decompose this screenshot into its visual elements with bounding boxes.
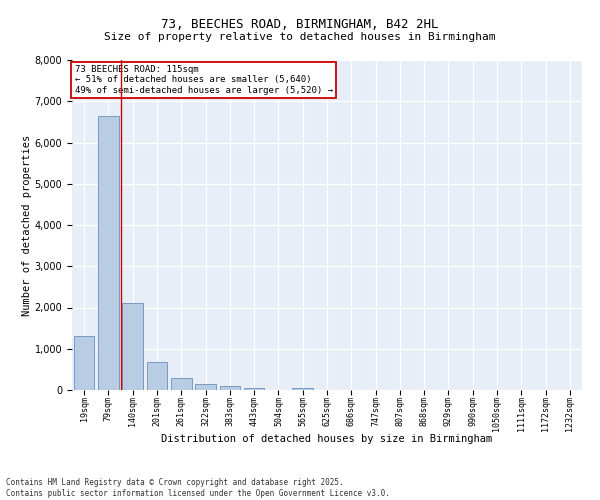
Text: 73 BEECHES ROAD: 115sqm
← 51% of detached houses are smaller (5,640)
49% of semi: 73 BEECHES ROAD: 115sqm ← 51% of detache… <box>74 65 332 95</box>
Bar <box>220 386 240 390</box>
Bar <box>195 384 216 390</box>
X-axis label: Distribution of detached houses by size in Birmingham: Distribution of detached houses by size … <box>161 434 493 444</box>
Bar <box>74 336 94 390</box>
Bar <box>98 116 119 390</box>
Bar <box>244 388 265 390</box>
Text: Size of property relative to detached houses in Birmingham: Size of property relative to detached ho… <box>104 32 496 42</box>
Text: Contains HM Land Registry data © Crown copyright and database right 2025.
Contai: Contains HM Land Registry data © Crown c… <box>6 478 390 498</box>
Bar <box>122 304 143 390</box>
Text: 73, BEECHES ROAD, BIRMINGHAM, B42 2HL: 73, BEECHES ROAD, BIRMINGHAM, B42 2HL <box>161 18 439 30</box>
Bar <box>292 388 313 390</box>
Y-axis label: Number of detached properties: Number of detached properties <box>22 134 32 316</box>
Bar <box>146 362 167 390</box>
Bar <box>171 378 191 390</box>
